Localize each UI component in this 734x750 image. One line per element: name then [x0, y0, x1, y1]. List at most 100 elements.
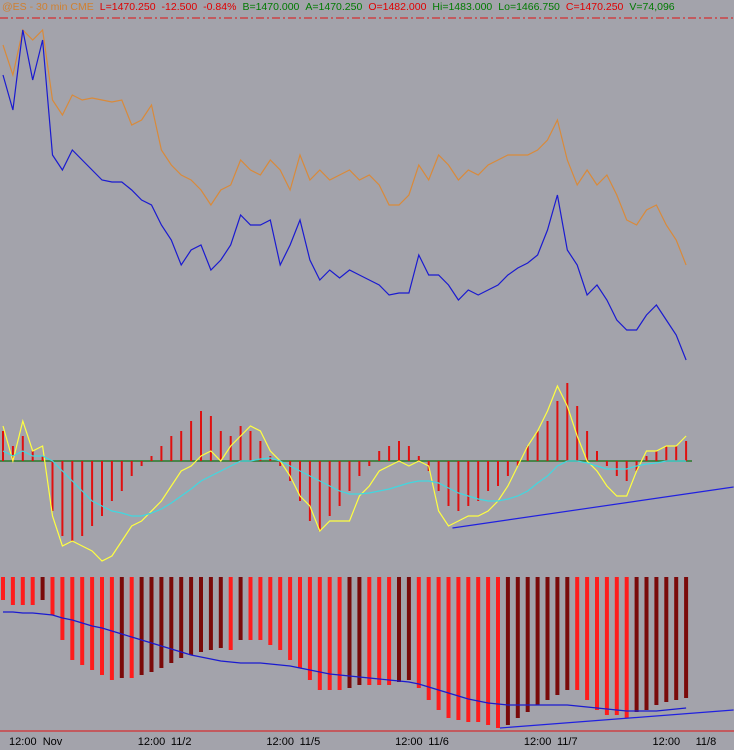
bar — [685, 441, 688, 461]
quote-field: A=1470.250 — [305, 1, 363, 13]
bar — [546, 421, 549, 461]
bar — [387, 577, 392, 685]
bar — [466, 577, 471, 722]
bar — [21, 436, 24, 461]
bar — [229, 436, 232, 461]
bar — [357, 577, 362, 685]
bar — [259, 441, 262, 461]
x-tick-label: 12:00 — [9, 736, 37, 748]
bar — [496, 577, 500, 728]
bar — [318, 461, 321, 531]
quote-field: C=1470.250 — [565, 1, 624, 13]
bar — [208, 577, 213, 650]
bar — [60, 577, 65, 640]
bar — [278, 577, 283, 650]
bar — [605, 461, 608, 466]
bar — [139, 577, 144, 675]
bar — [436, 577, 441, 710]
bar — [81, 461, 84, 536]
bar — [70, 577, 75, 660]
bar — [219, 431, 222, 461]
bar — [258, 577, 263, 640]
bar — [644, 577, 649, 710]
quote-field: Hi=1483.000 — [432, 1, 493, 13]
bar — [11, 446, 14, 461]
trend-line — [452, 486, 734, 529]
bar — [614, 577, 619, 715]
bar — [299, 461, 301, 501]
bar — [110, 461, 113, 501]
bar — [160, 446, 163, 461]
bar — [209, 416, 212, 461]
bar — [467, 461, 470, 506]
bar — [526, 446, 529, 461]
bar — [307, 577, 312, 680]
x-tick-label: 12:00 — [653, 736, 681, 748]
bar — [536, 431, 539, 461]
quote-field: O=1482.000 — [368, 1, 427, 13]
bar — [338, 461, 341, 506]
bar — [239, 426, 242, 461]
bar — [308, 461, 311, 521]
bar — [565, 577, 570, 690]
bar — [10, 577, 15, 605]
bar — [576, 406, 579, 461]
bar — [555, 577, 560, 695]
series-line — [3, 611, 687, 712]
bar — [337, 577, 342, 690]
quote-field: @ES - 30 min CME — [2, 1, 94, 13]
series-line — [2, 29, 687, 361]
bar — [1, 577, 5, 600]
bar — [50, 577, 55, 615]
bar — [20, 577, 25, 605]
bar — [169, 577, 174, 663]
bar — [170, 436, 173, 461]
x-tick-label: 11/8 — [696, 736, 717, 748]
bar — [2, 431, 4, 461]
bar — [437, 461, 440, 491]
bar — [180, 431, 183, 461]
bar — [268, 577, 273, 645]
bar — [91, 461, 94, 526]
bar — [248, 577, 253, 640]
quote-field: Lo=1466.750 — [498, 1, 560, 13]
bar — [279, 461, 282, 466]
quote-field: V=74,096 — [629, 1, 675, 13]
series-line — [2, 384, 687, 562]
quote-field: -0.84% — [203, 1, 237, 13]
bar — [150, 456, 153, 461]
bar — [90, 577, 95, 670]
x-tick-label: 11/7 — [557, 736, 578, 748]
bar — [199, 577, 203, 652]
bar — [397, 577, 401, 682]
bar — [30, 577, 35, 605]
bar — [179, 577, 184, 658]
series-line — [2, 28, 687, 266]
bar — [189, 577, 194, 655]
quote-field: -12.500 — [161, 1, 198, 13]
bar — [80, 577, 85, 665]
bar — [545, 577, 550, 700]
bar — [100, 577, 104, 675]
bar — [566, 383, 569, 461]
quote-field: L=1470.250 — [99, 1, 156, 13]
bar — [358, 461, 361, 476]
bar — [457, 461, 460, 511]
bar — [505, 577, 510, 725]
bar — [41, 456, 44, 461]
bar — [71, 461, 74, 541]
bar — [61, 461, 64, 536]
bar — [298, 577, 302, 668]
bar — [378, 451, 381, 461]
bar — [645, 456, 648, 461]
bar — [654, 577, 659, 705]
bar — [525, 577, 530, 712]
bar — [447, 461, 450, 506]
bar — [586, 431, 589, 461]
series-line — [2, 450, 687, 517]
bar — [348, 461, 351, 491]
x-tick-label: 12:00 — [524, 736, 552, 748]
bar — [238, 577, 243, 640]
